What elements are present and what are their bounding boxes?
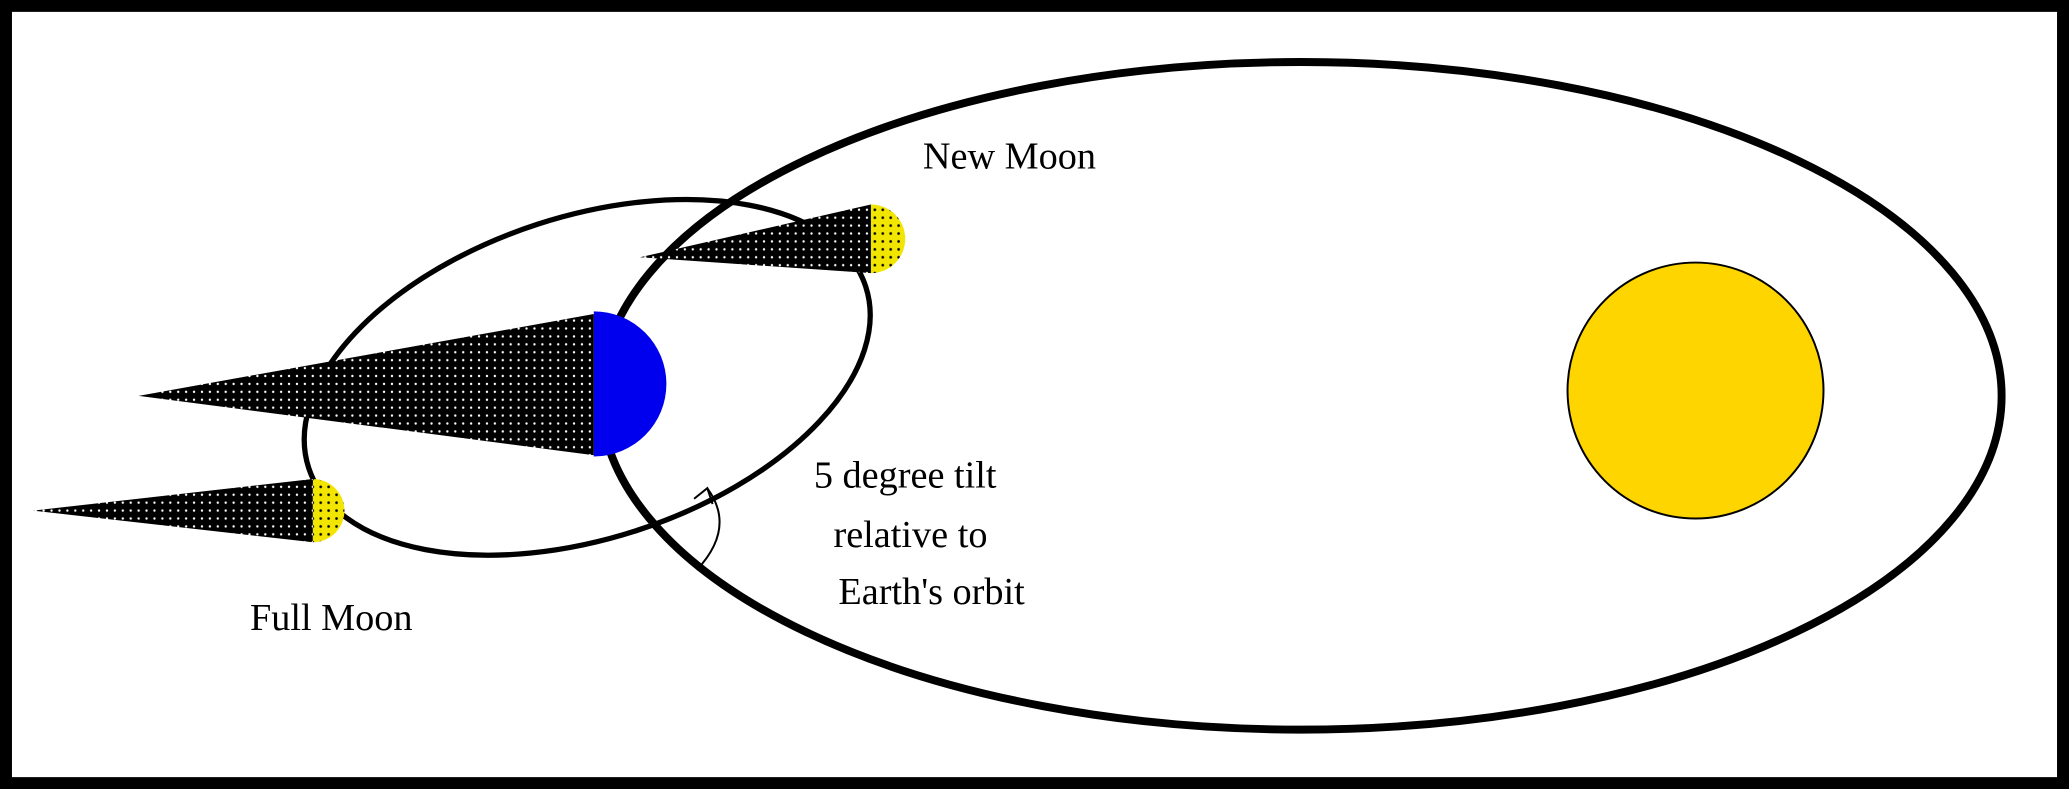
new-moon-lit [870,204,906,274]
full-moon-shadow [33,478,313,543]
moon-orbit [301,196,873,558]
tilt-label: Earth's orbit [838,571,1025,613]
full-moon-lit [312,478,345,543]
earth [593,311,667,457]
earth-shadow [138,314,594,456]
sun [1566,261,1825,520]
tilt-arrow [693,486,714,505]
new-moon-label: New Moon [923,135,1096,177]
new-moon-shadow [640,204,871,274]
tilt-arc [696,487,721,571]
full-moon-label: Full Moon [250,597,413,639]
tilt-label: 5 degree tilt [814,455,997,497]
tilt-label: relative to [833,514,987,556]
